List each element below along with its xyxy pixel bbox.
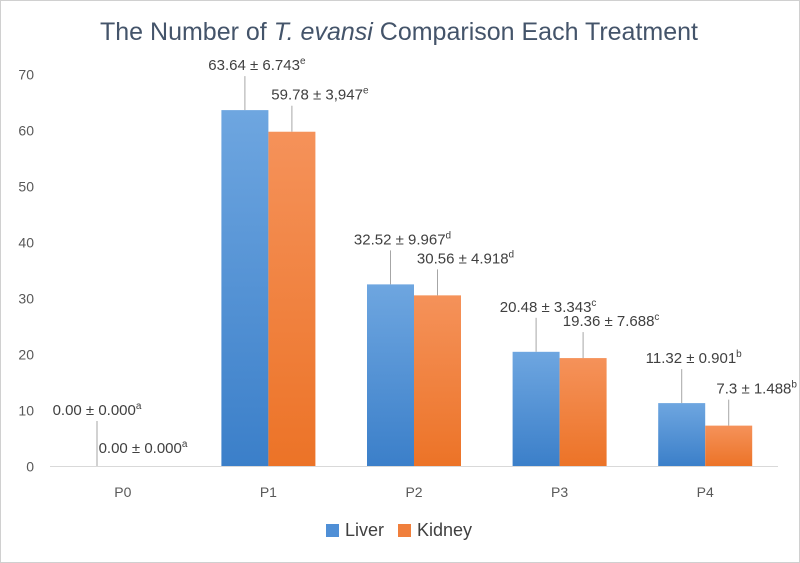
significance-superscript: d (446, 230, 452, 241)
data-label-liver: 32.52 ± 9.967d (354, 230, 451, 248)
data-label-liver: 0.00 ± 0.000a (53, 401, 142, 419)
bar-liver (367, 284, 414, 467)
significance-superscript: c (654, 312, 659, 323)
legend-item-kidney: Kidney (397, 520, 473, 541)
y-tick-label: 20 (18, 347, 34, 363)
legend-label-kidney: Kidney (416, 520, 473, 540)
significance-superscript: e (300, 56, 306, 67)
legend-swatch-liver (325, 524, 339, 537)
x-tick-label: P1 (260, 484, 277, 500)
significance-superscript: a (182, 439, 188, 450)
legend: Liver Kidney (0, 520, 798, 541)
bar-kidney (705, 425, 753, 467)
y-tick-label: 60 (18, 123, 34, 139)
x-tick-label: P3 (551, 484, 568, 500)
data-labels: 0.00 ± 0.000a 63.64 ± 6.743e 32.52 ± 9.967… (53, 56, 798, 457)
significance-superscript: b (736, 349, 742, 360)
x-tick-label: P0 (114, 484, 131, 500)
y-tick-label: 30 (18, 291, 34, 307)
y-tick-label: 50 (18, 179, 34, 195)
y-tick-label: 10 (18, 403, 34, 419)
significance-superscript: b (791, 380, 797, 391)
bar-kidney (414, 295, 461, 467)
chart-title-prefix: The Number of (100, 18, 274, 46)
bar-liver (221, 110, 269, 467)
bar-kidney (268, 131, 316, 467)
data-label-liver: 63.64 ± 6.743e (208, 56, 306, 74)
legend-label-liver: Liver (344, 520, 384, 540)
chart-title-suffix: Comparison Each Treatment (372, 18, 698, 46)
data-label-leaders (96, 76, 730, 467)
data-label-kidney: 59.78 ± 3,947e (271, 86, 369, 104)
y-tick-label: 70 (18, 67, 34, 83)
y-tick-label: 0 (26, 459, 34, 475)
significance-superscript: e (363, 86, 369, 97)
bars (221, 110, 753, 467)
bar-kidney (559, 358, 607, 467)
data-label-kidney: 30.56 ± 4.918d (417, 249, 514, 267)
significance-superscript: d (509, 249, 515, 260)
y-axis: 0 10 20 30 40 50 60 70 (18, 67, 34, 475)
data-label-liver: 11.32 ± 0.901b (646, 349, 743, 367)
data-label-liver: 20.48 ± 3.343c (500, 298, 597, 316)
x-tick-label: P2 (405, 484, 422, 500)
x-tick-label: P4 (697, 484, 714, 500)
legend-swatch-kidney (397, 524, 411, 537)
data-label-kidney: 7.3 ± 1.488b (716, 380, 797, 398)
data-label-kidney: 0.00 ± 0.000a (99, 439, 188, 457)
bar-liver (512, 351, 560, 467)
x-axis: P0 P1 P2 P3 P4 (50, 466, 778, 500)
significance-superscript: c (591, 298, 596, 309)
chart-title: The Number of T. evansi Comparison Each … (0, 18, 798, 47)
legend-item-liver: Liver (325, 520, 384, 541)
data-label-kidney: 19.36 ± 7.688c (563, 312, 660, 330)
y-tick-label: 40 (18, 235, 34, 251)
significance-superscript: a (136, 401, 142, 412)
bar-liver (658, 403, 706, 467)
chart-title-italic: T. evansi (273, 18, 373, 46)
